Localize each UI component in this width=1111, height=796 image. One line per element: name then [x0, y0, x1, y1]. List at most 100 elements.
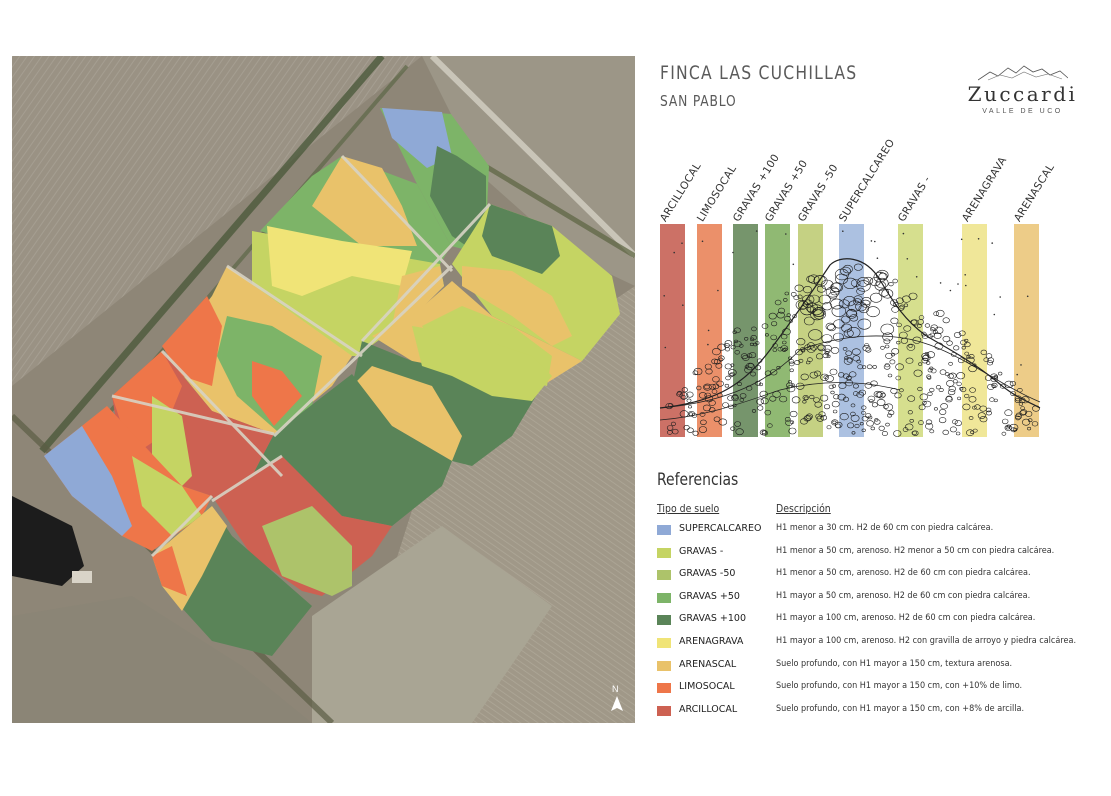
- pebble: [832, 409, 838, 414]
- pebble: [912, 336, 922, 344]
- profile-column: [733, 224, 758, 437]
- pebble: [947, 373, 954, 379]
- pebble: [834, 268, 849, 281]
- pebble: [945, 396, 953, 403]
- legend-item: GRAVAS +50 H1 mayor a 50 cm, arenoso. H2 …: [657, 591, 1097, 614]
- pebble: [751, 326, 757, 332]
- pebble: [1015, 415, 1021, 421]
- pebble: [927, 368, 933, 373]
- pebble: [958, 330, 966, 337]
- pebble: [856, 287, 865, 295]
- pebble: [917, 386, 923, 392]
- pebble: [922, 401, 927, 405]
- pebble: [825, 322, 835, 331]
- pebble: [880, 392, 886, 398]
- pebble: [849, 371, 857, 378]
- pebble: [797, 294, 803, 299]
- sand-dot: [906, 258, 909, 260]
- pebble: [666, 430, 673, 435]
- pebble: [704, 363, 712, 370]
- pebble: [948, 361, 953, 366]
- pebble: [774, 299, 782, 306]
- pebble: [853, 295, 863, 303]
- pebble: [827, 324, 836, 332]
- pebble: [737, 382, 743, 387]
- pebble: [964, 351, 970, 356]
- pebble: [665, 403, 673, 410]
- pebble: [919, 393, 928, 401]
- pebble: [832, 384, 837, 388]
- pebble: [890, 317, 899, 325]
- pebble: [956, 381, 962, 387]
- pebble: [918, 404, 926, 411]
- pebble: [835, 273, 849, 285]
- pebble: [756, 358, 763, 363]
- sand-dot: [993, 313, 996, 316]
- pebble: [830, 298, 844, 310]
- legend-swatch: [657, 660, 671, 671]
- pebble: [782, 328, 791, 336]
- pebble: [850, 279, 861, 287]
- pebble: [890, 299, 899, 306]
- pebble: [806, 360, 811, 365]
- pebble: [718, 357, 724, 362]
- pebble: [818, 294, 831, 305]
- pebble: [853, 391, 859, 396]
- pebble: [887, 413, 893, 418]
- pebble: [688, 412, 694, 417]
- pebble: [938, 417, 947, 424]
- pebble: [735, 428, 744, 436]
- pebble: [745, 362, 755, 371]
- north-arrow-icon: N: [611, 684, 623, 711]
- pebble: [866, 420, 874, 427]
- pebble: [792, 314, 797, 319]
- legend-item: GRAVAS +100 H1 mayor a 100 cm, arenoso. H…: [657, 613, 1097, 636]
- pebble: [985, 353, 993, 359]
- pebble: [881, 430, 888, 436]
- pebble: [896, 322, 902, 328]
- pebble: [1018, 402, 1024, 406]
- pebble: [923, 400, 932, 408]
- legend-item-name: LIMOSOCAL: [679, 681, 735, 693]
- pebble: [814, 401, 822, 408]
- pebble: [852, 355, 861, 362]
- pebble: [912, 430, 919, 436]
- pebble: [830, 390, 835, 395]
- pebble: [884, 403, 894, 411]
- pebble: [800, 373, 809, 381]
- legend-item-name: SUPERCALCAREO: [679, 523, 762, 534]
- pebble: [776, 366, 781, 370]
- pebble: [750, 371, 756, 377]
- brand-region: VALLE DE UCO: [982, 108, 1063, 115]
- pebble: [953, 345, 960, 351]
- pebble: [850, 403, 856, 408]
- pebble: [809, 394, 815, 400]
- pebble: [692, 430, 699, 436]
- pebble: [972, 363, 977, 367]
- pebble: [788, 319, 793, 323]
- pebble: [830, 346, 840, 354]
- pebble: [693, 367, 703, 376]
- pebble: [777, 347, 784, 352]
- pebble: [730, 363, 735, 367]
- pebble: [816, 285, 826, 293]
- pebble: [761, 430, 767, 435]
- pebble: [843, 296, 856, 307]
- legend-list: SUPERCALCAREO H1 menor a 30 cm. H2 de 60 …: [657, 523, 1097, 726]
- pebble: [795, 382, 805, 390]
- pebble: [945, 395, 953, 401]
- pebble: [917, 324, 922, 328]
- pebble: [846, 308, 857, 318]
- legend-item-desc: Suelo profundo, con H1 mayor a 150 cm, t…: [776, 658, 1013, 669]
- pebble: [789, 410, 798, 418]
- sand-dot: [991, 242, 993, 244]
- pebble: [823, 344, 832, 352]
- pebble: [1004, 409, 1013, 417]
- pebble: [783, 347, 788, 352]
- pebble: [853, 263, 863, 271]
- pebble: [872, 365, 877, 369]
- legend-item-desc: H1 menor a 50 cm, arenoso. H2 de 60 cm c…: [776, 568, 1031, 579]
- pebble: [894, 392, 902, 399]
- pebble: [748, 352, 757, 359]
- pebble: [987, 357, 995, 363]
